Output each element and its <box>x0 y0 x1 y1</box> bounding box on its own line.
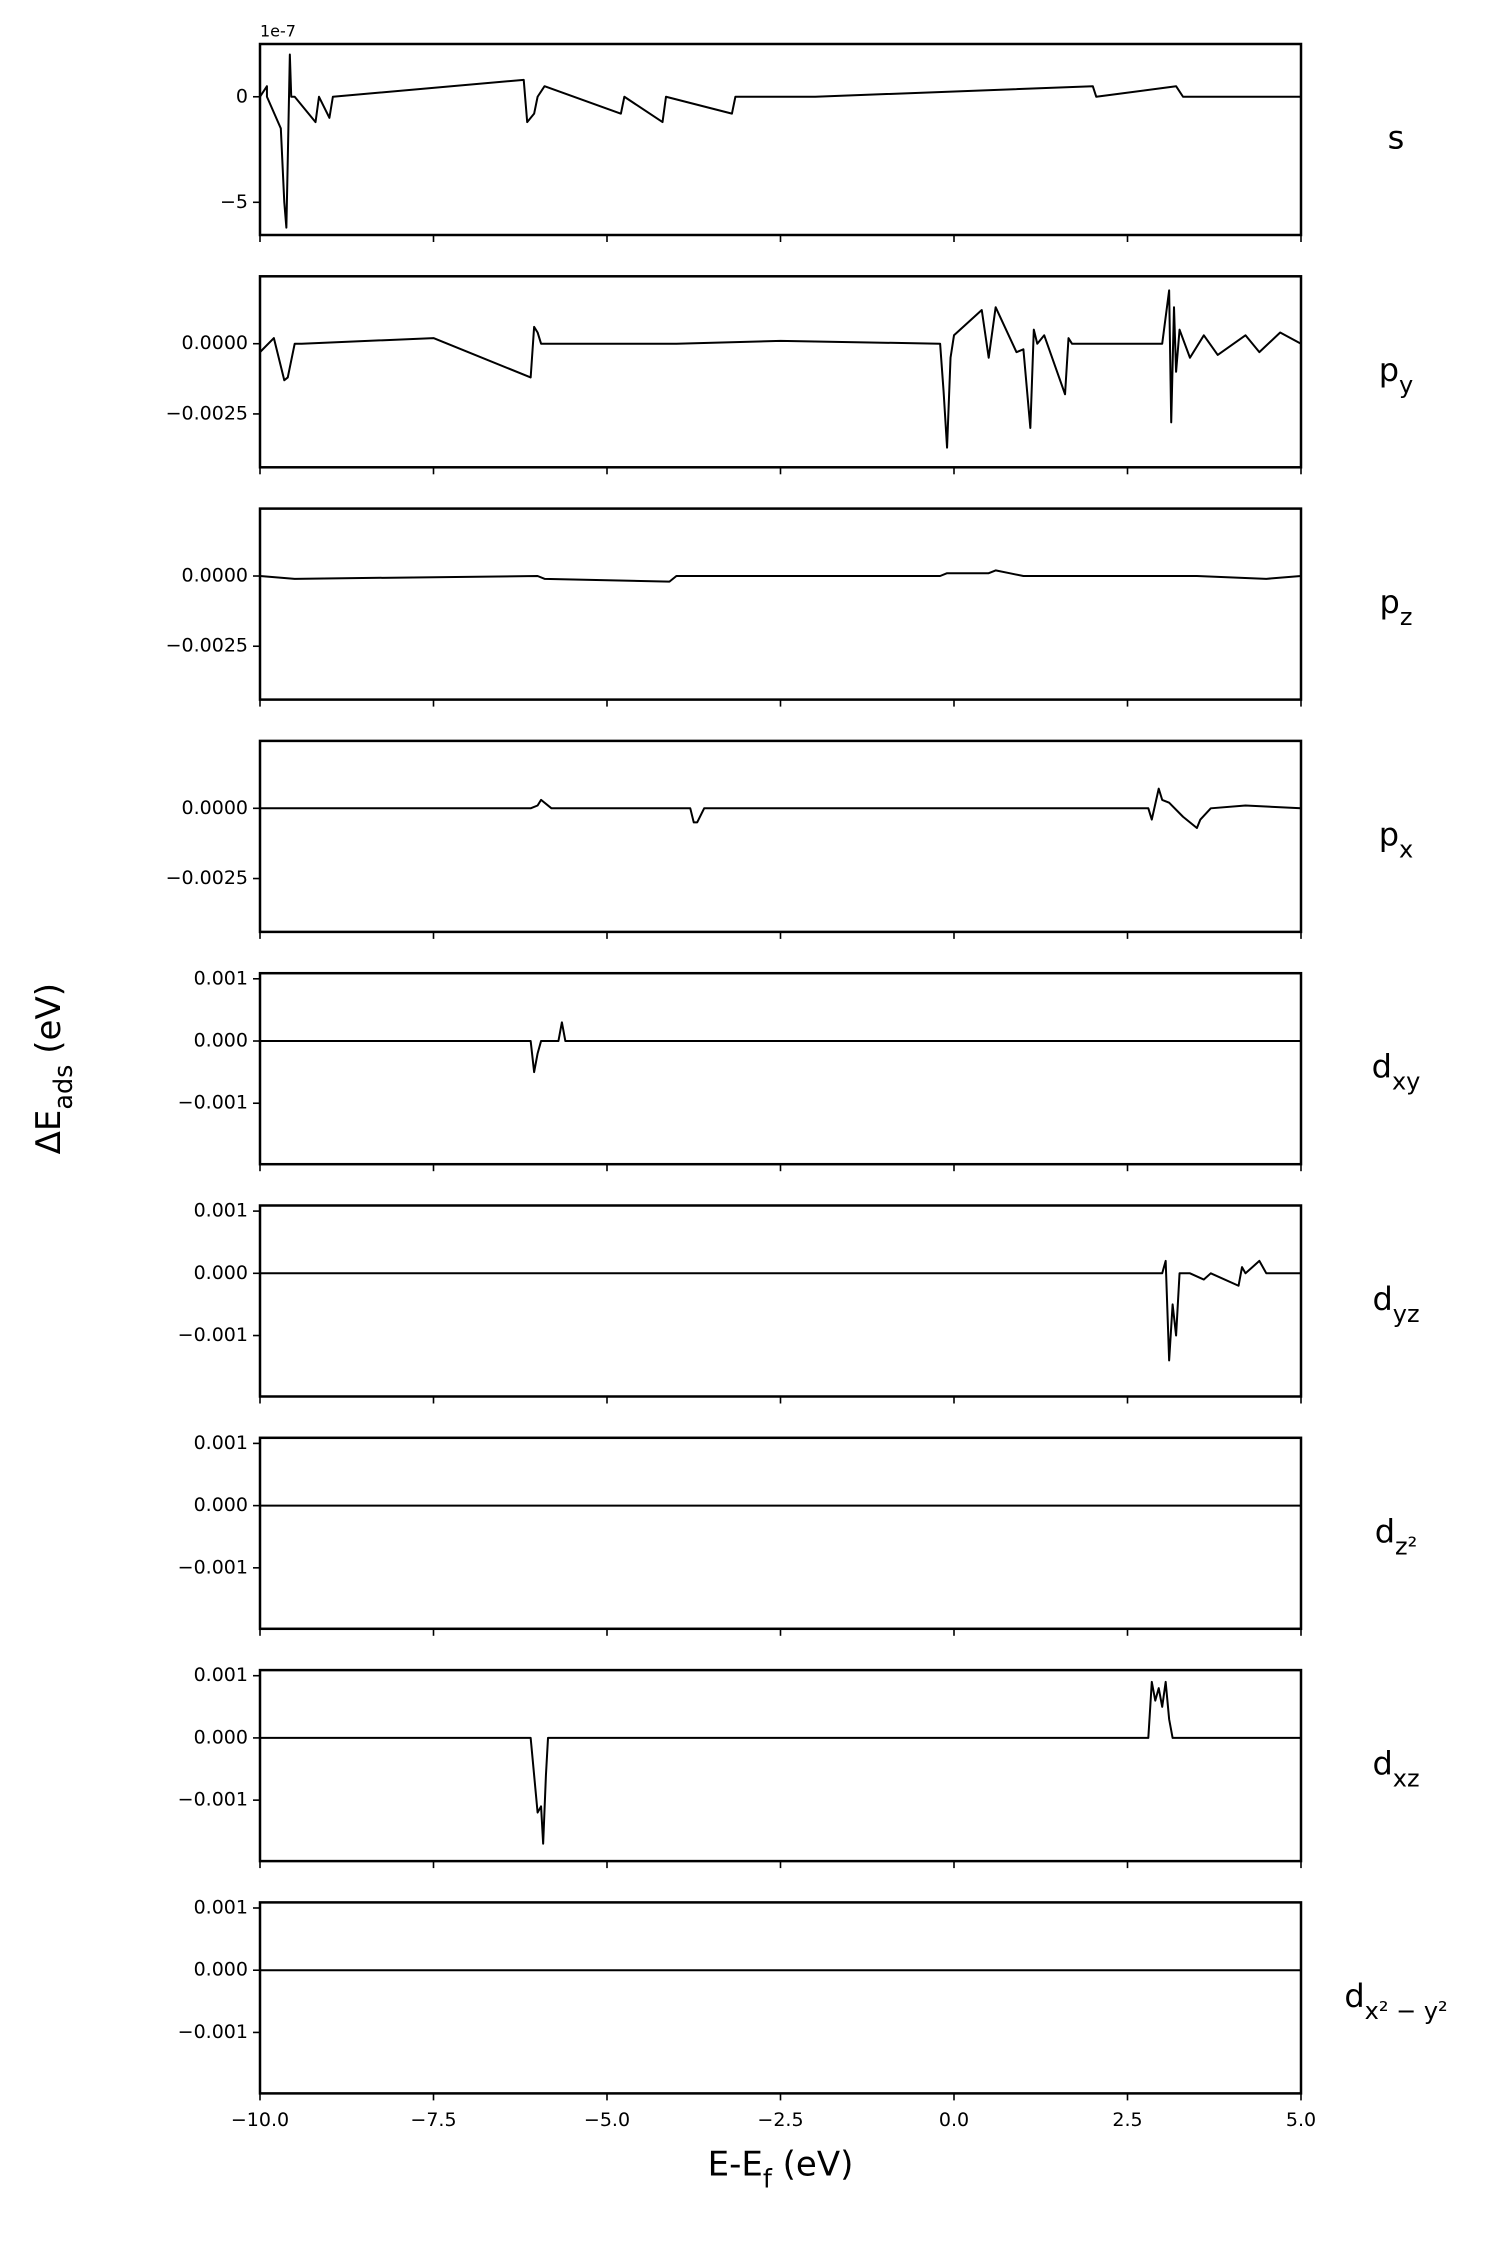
panel-label-part: yz <box>1393 1300 1420 1328</box>
panel-label: dxy <box>1372 1048 1421 1096</box>
panel-label-part: p <box>1380 583 1400 621</box>
y-tick-label: 0.0000 <box>182 797 248 819</box>
panel-label-part: p <box>1379 815 1399 853</box>
x-tick-label: −10.0 <box>231 2109 289 2131</box>
series-line <box>260 1021 1301 1074</box>
y-tick-label: −0.001 <box>178 1092 248 1114</box>
panel-label-part: x² − y² <box>1365 1997 1448 2025</box>
panel-label-part: d <box>1375 1512 1395 1550</box>
panel-label: dyz <box>1372 1280 1419 1328</box>
series-line <box>259 289 1302 449</box>
x-tick-label: 2.5 <box>1112 2109 1142 2131</box>
y-tick-label: 0.000 <box>194 1959 248 1981</box>
panel-label-part: d <box>1344 1977 1364 2015</box>
axes-frame <box>258 1204 1303 1398</box>
series-line <box>260 1680 1301 1845</box>
y-axis-label: ΔEads (eV) <box>29 983 80 1154</box>
y-tick-label: 0.000 <box>194 1262 248 1284</box>
y-tick-label: 0.001 <box>194 1896 248 1918</box>
panel-label: s <box>1388 119 1405 157</box>
y-tick-label: −5 <box>220 191 248 213</box>
panel-label-part: z <box>1400 603 1413 631</box>
panel-label-part: s <box>1388 119 1405 157</box>
panel-label: px <box>1379 815 1414 863</box>
x-tick-label: −7.5 <box>410 2109 456 2131</box>
y-tick-label: 0.001 <box>194 1200 248 1222</box>
panel-label-part: d <box>1372 1745 1392 1783</box>
axes-frame <box>258 507 1303 701</box>
x-axis-label-part: f <box>763 2164 773 2194</box>
y-tick-label: 0.000 <box>194 1726 248 1748</box>
series-line <box>259 53 1301 229</box>
y-tick-label: −0.0025 <box>166 867 248 889</box>
y-tick-label: 0.0000 <box>182 565 248 587</box>
y-tick-label: 0 <box>236 85 248 107</box>
axes-frame <box>258 971 1303 1166</box>
panel-label-part: xy <box>1392 1068 1420 1096</box>
x-axis-label-part: E-E <box>708 2144 763 2184</box>
panel-label-part: y <box>1399 371 1413 399</box>
y-tick-label: −0.0025 <box>166 635 248 657</box>
panel-label: dz² <box>1375 1512 1418 1560</box>
x-axis-label: E-Ef (eV) <box>708 2144 854 2195</box>
y-tick-label: −0.001 <box>178 1324 248 1346</box>
x-tick-label: −2.5 <box>757 2109 803 2131</box>
y-tick-label: 0.000 <box>194 1494 248 1516</box>
axes-frame <box>258 1436 1303 1631</box>
panel-label: dx² − y² <box>1344 1977 1447 2025</box>
series-line <box>259 569 1302 583</box>
panel-label-part: x <box>1399 835 1413 863</box>
y-axis-label-part: ΔE <box>29 1110 69 1155</box>
x-tick-label: 0.0 <box>939 2109 969 2131</box>
series-line <box>260 1259 1301 1362</box>
panel-label-part: p <box>1379 351 1399 389</box>
y-axis-label-part: (eV) <box>29 983 69 1065</box>
y-tick-label: 0.000 <box>194 1030 248 1052</box>
axes-frame <box>258 275 1303 469</box>
x-tick-label: −5.0 <box>584 2109 630 2131</box>
y-tick-label: 0.001 <box>194 967 248 989</box>
x-axis-label-part: (eV) <box>772 2144 854 2184</box>
y-tick-label: 0.0000 <box>182 332 248 354</box>
y-tick-label: 0.001 <box>194 1664 248 1686</box>
y-tick-label: −0.0025 <box>166 402 248 424</box>
panel-label: py <box>1379 351 1414 399</box>
offset-label: 1e-7 <box>260 22 296 41</box>
axes-frame <box>258 1901 1303 2095</box>
y-tick-label: −0.001 <box>178 1789 248 1811</box>
panel-label-part: d <box>1372 1280 1392 1318</box>
x-tick-label: 5.0 <box>1286 2109 1316 2131</box>
axes-frame <box>258 1668 1303 1863</box>
panel-label: pz <box>1380 583 1413 631</box>
y-tick-label: 0.001 <box>194 1432 248 1454</box>
panel-label: dxz <box>1372 1745 1419 1793</box>
series-line <box>260 787 1302 829</box>
y-axis-label-part: ads <box>49 1065 79 1110</box>
axes-frame <box>258 42 1303 237</box>
panel-label-part: xz <box>1393 1765 1420 1793</box>
y-tick-label: −0.001 <box>178 1556 248 1578</box>
y-tick-label: −0.001 <box>178 2021 248 2043</box>
panel-label-part: d <box>1372 1048 1392 1086</box>
axes-frame <box>258 739 1303 934</box>
panel-label-part: z² <box>1395 1532 1417 1560</box>
